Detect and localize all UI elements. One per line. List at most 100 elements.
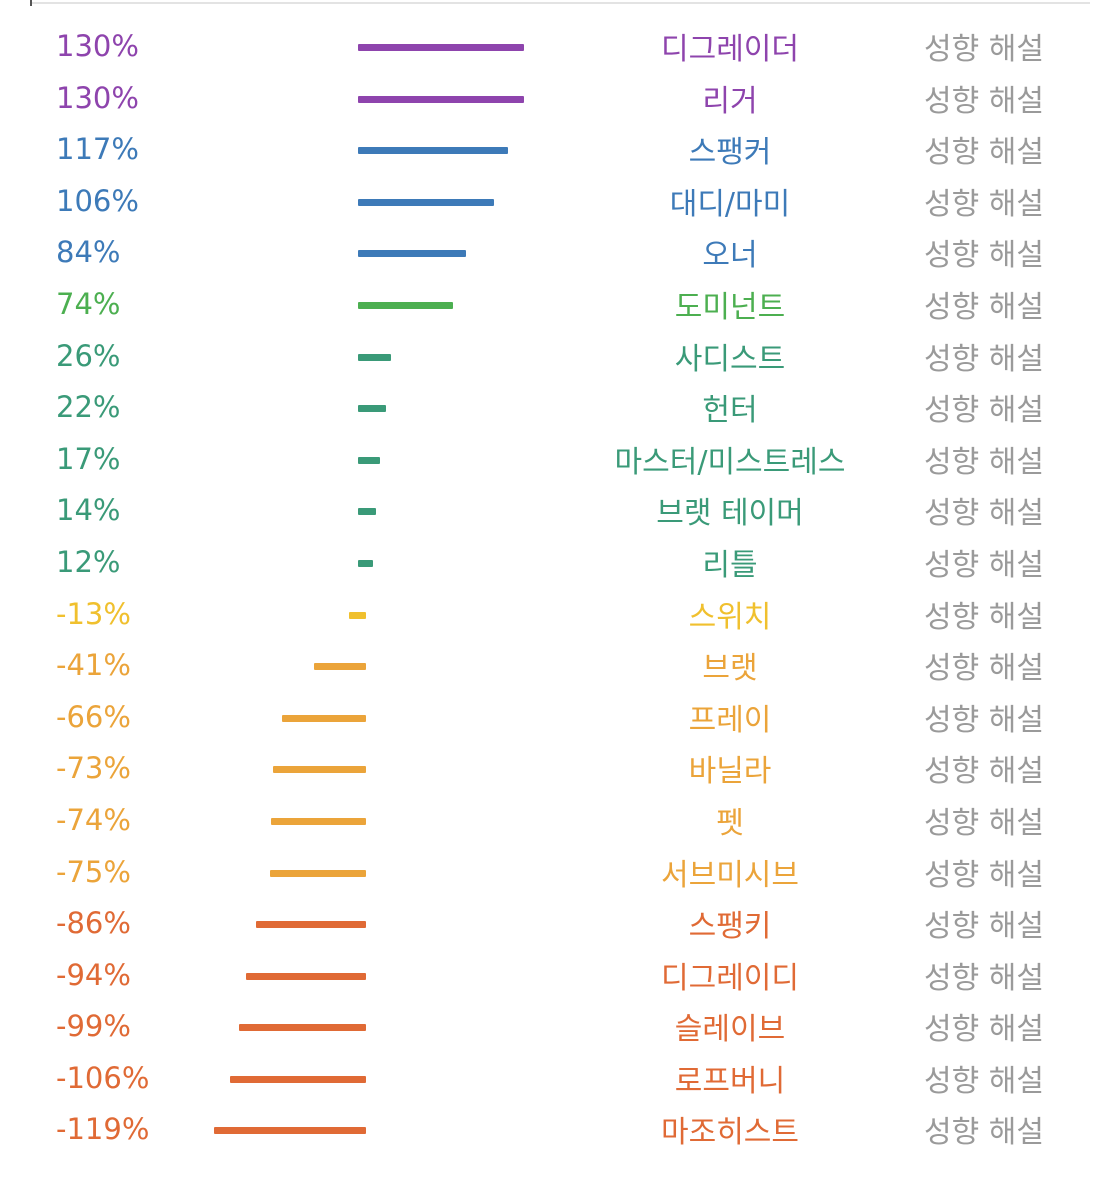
- bar: [213, 1127, 366, 1135]
- value-label: 130%: [56, 80, 139, 115]
- value-label: -106%: [56, 1060, 150, 1095]
- category-label: 로프버니: [674, 1063, 786, 1099]
- value-label: 17%: [56, 441, 121, 476]
- trait-description-link[interactable]: 성향 해설: [924, 754, 1044, 790]
- bar: [358, 95, 525, 103]
- trait-description-link[interactable]: 성향 해설: [924, 32, 1044, 67]
- value-label: -75%: [56, 854, 131, 889]
- category-label: 펫: [716, 805, 744, 841]
- value-label: 84%: [56, 235, 121, 270]
- category-label: 스팽커: [688, 135, 772, 171]
- trait-description-link[interactable]: 성향 해설: [924, 805, 1044, 841]
- trait-description-link[interactable]: 성향 해설: [924, 341, 1044, 377]
- bar: [270, 869, 366, 877]
- chart-row: -75% 서브미시브 성향 해설: [0, 846, 1119, 898]
- chart-row: 74% 도미넌트 성향 해설: [0, 278, 1119, 330]
- category-label: 마스터/미스트레스: [614, 444, 846, 480]
- category-label: 리거: [702, 83, 758, 119]
- value-label: 26%: [56, 338, 121, 373]
- trait-description-link[interactable]: 성향 해설: [924, 135, 1044, 171]
- category-label: 서브미시브: [661, 857, 799, 893]
- value-label: -41%: [56, 648, 131, 683]
- trait-description-link[interactable]: 성향 해설: [924, 444, 1044, 480]
- value-label: 12%: [56, 544, 121, 579]
- bar: [358, 559, 374, 567]
- value-label: 74%: [56, 286, 121, 321]
- bar: [230, 1075, 366, 1083]
- value-label: -74%: [56, 802, 131, 837]
- value-label: 117%: [56, 132, 139, 167]
- chart-row: -119% 마조히스트 성향 해설: [0, 1103, 1119, 1155]
- category-label: 스팽키: [688, 909, 772, 945]
- trait-description-link[interactable]: 성향 해설: [924, 1063, 1044, 1099]
- trait-description-link[interactable]: 성향 해설: [924, 393, 1044, 429]
- value-label: -99%: [56, 1009, 131, 1044]
- chart-row: 22% 헌터 성향 해설: [0, 381, 1119, 433]
- bar: [245, 972, 366, 980]
- bar: [358, 508, 376, 516]
- top-divider-tick: [30, 0, 32, 6]
- bar: [358, 147, 508, 155]
- category-label: 마조히스트: [661, 1115, 799, 1151]
- chart-row: -73% 바닐라 성향 해설: [0, 742, 1119, 794]
- trait-description-link[interactable]: 성향 해설: [924, 1115, 1044, 1151]
- category-label: 사디스트: [674, 341, 786, 377]
- category-label: 바닐라: [688, 754, 772, 790]
- bar: [358, 301, 453, 309]
- trait-description-link[interactable]: 성향 해설: [924, 1012, 1044, 1048]
- chart-row: -94% 디그레이디 성향 해설: [0, 949, 1119, 1001]
- value-label: -13%: [56, 596, 131, 631]
- trait-description-link[interactable]: 성향 해설: [924, 238, 1044, 274]
- bar: [358, 353, 392, 361]
- trait-description-link[interactable]: 성향 해설: [924, 599, 1044, 635]
- trait-description-link[interactable]: 성향 해설: [924, 547, 1044, 583]
- bar: [313, 663, 366, 671]
- value-label: -66%: [56, 699, 131, 734]
- chart-row: -99% 슬레이브 성향 해설: [0, 1000, 1119, 1052]
- category-label: 프레이: [688, 702, 772, 738]
- bar: [272, 766, 366, 774]
- value-label: 106%: [56, 183, 139, 218]
- category-label: 스위치: [688, 599, 772, 635]
- category-label: 도미넌트: [674, 289, 786, 325]
- result-bar-chart: 130% 디그레이더 성향 해설 130% 리거 성향 해설 117% 스팽커 성향 해설 106…: [0, 20, 1119, 1155]
- chart-row: -106% 로프버니 성향 해설: [0, 1052, 1119, 1104]
- trait-description-link[interactable]: 성향 해설: [924, 702, 1044, 738]
- chart-row: 26% 사디스트 성향 해설: [0, 330, 1119, 382]
- bar: [358, 44, 525, 51]
- chart-row: 84% 오너 성향 해설: [0, 226, 1119, 278]
- trait-description-link[interactable]: 성향 해설: [924, 651, 1044, 687]
- trait-description-link[interactable]: 성향 해설: [924, 289, 1044, 325]
- category-label: 브랫: [702, 651, 758, 687]
- value-label: -86%: [56, 906, 131, 941]
- trait-description-link[interactable]: 성향 해설: [924, 909, 1044, 945]
- chart-row: -13% 스위치 성향 해설: [0, 588, 1119, 640]
- category-label: 오너: [702, 238, 758, 274]
- bar: [281, 714, 366, 722]
- value-label: 130%: [56, 29, 139, 63]
- bar: [239, 1024, 366, 1032]
- bar: [358, 198, 494, 206]
- bar: [255, 921, 366, 929]
- trait-description-link[interactable]: 성향 해설: [924, 186, 1044, 222]
- category-label: 슬레이브: [674, 1012, 786, 1048]
- value-label: -73%: [56, 751, 131, 786]
- category-label: 대디/마미: [669, 186, 791, 222]
- trait-description-link[interactable]: 성향 해설: [924, 496, 1044, 532]
- category-label: 리틀: [702, 547, 758, 583]
- category-label: 브랫 테이머: [656, 496, 804, 532]
- chart-row: 117% 스팽커 성향 해설: [0, 123, 1119, 175]
- category-label: 디그레이더: [661, 32, 799, 67]
- chart-row: -74% 펫 성향 해설: [0, 794, 1119, 846]
- chart-row: -86% 스팽키 성향 해설: [0, 897, 1119, 949]
- value-label: -94%: [56, 957, 131, 992]
- category-label: 헌터: [702, 393, 758, 429]
- trait-description-link[interactable]: 성향 해설: [924, 83, 1044, 119]
- trait-description-link[interactable]: 성향 해설: [924, 857, 1044, 893]
- bar: [349, 611, 366, 619]
- chart-row: 130% 디그레이더 성향 해설: [0, 20, 1119, 72]
- trait-description-link[interactable]: 성향 해설: [924, 960, 1044, 996]
- chart-row: 12% 리틀 성향 해설: [0, 536, 1119, 588]
- value-label: 14%: [56, 493, 121, 528]
- bar: [271, 817, 366, 825]
